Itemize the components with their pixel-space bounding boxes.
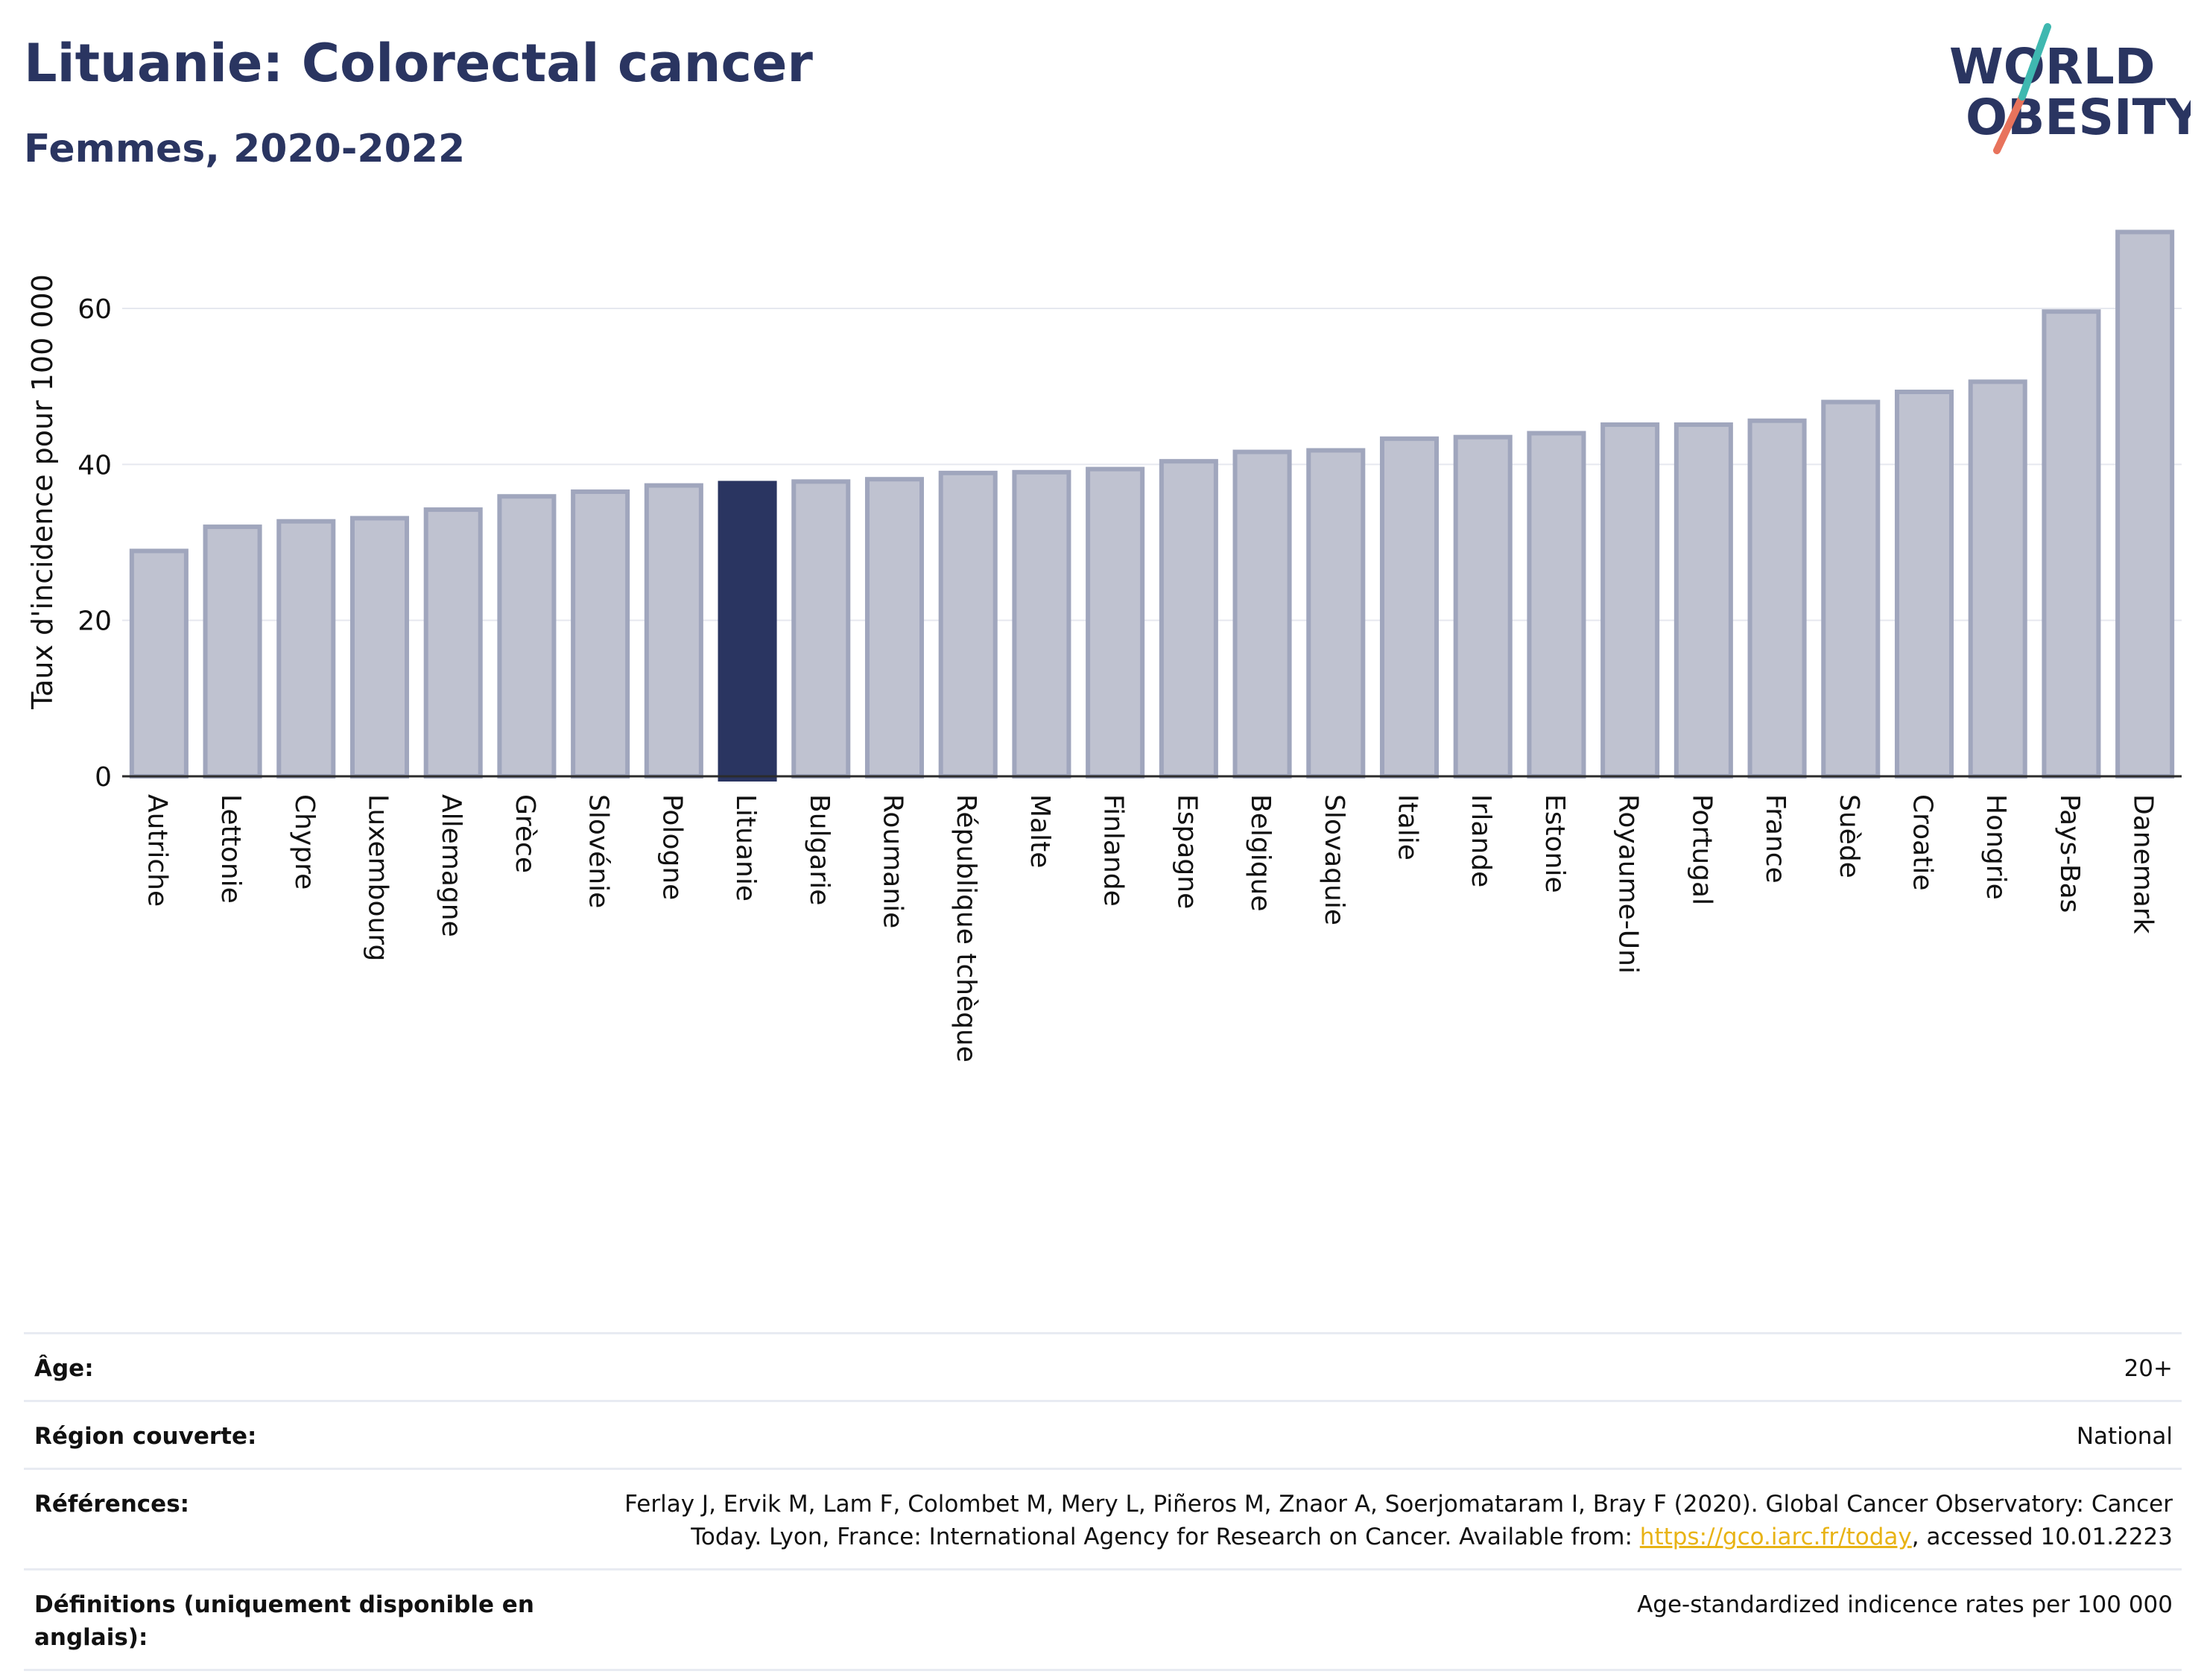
logo-text-world: WORLD — [1949, 38, 2156, 95]
bar-irlande — [1453, 434, 1513, 779]
bar-bulgarie — [791, 479, 851, 779]
references-value: Ferlay J, Ervik M, Lam F, Colombet M, Me… — [624, 1488, 2173, 1553]
x-tick-label: Allemagne — [436, 794, 466, 937]
x-tick-label: Pays-Bas — [2054, 794, 2085, 913]
info-row-age: Âge: 20+ — [24, 1332, 2182, 1400]
chart-title: Lituanie: Colorectal cancer — [24, 33, 813, 94]
x-tick-label: Chypre — [289, 794, 320, 890]
x-tick-label: Autriche — [142, 794, 172, 907]
references-label: Références: — [34, 1491, 190, 1518]
info-table: Âge: 20+ Région couverte: National Référ… — [24, 1332, 2182, 1671]
bar-italie — [1379, 436, 1440, 779]
references-line2-post: , accessed 10.01.2223 — [1911, 1524, 2173, 1550]
x-tick-label: Italie — [1393, 794, 1423, 860]
bar-slov-nie — [571, 489, 630, 779]
bar-pologne — [644, 483, 703, 779]
bar-croatie — [1894, 389, 1954, 779]
chart-subtitle: Femmes, 2020-2022 — [24, 127, 466, 171]
x-tick-label: Suède — [1834, 794, 1864, 878]
bar-r-publique-tch-que — [938, 470, 998, 779]
definitions-value: Age-standardized indicence rates per 100… — [1637, 1591, 2173, 1618]
x-tick-label: Hongrie — [1980, 794, 2011, 900]
bar-roumanie — [864, 477, 925, 779]
x-tick-label: Finlande — [1098, 794, 1129, 907]
bar-lituanie — [718, 481, 777, 782]
x-tick-label: Pologne — [656, 794, 687, 900]
x-tick-label: Portugal — [1686, 794, 1717, 905]
x-tick-labels: Autriche Lettonie Chypre Luxembourg Allemagn… — [142, 794, 2158, 1062]
x-tick-label: Slovaquie — [1319, 794, 1349, 925]
y-tick-label: 40 — [77, 450, 112, 481]
x-tick-label: Irlande — [1466, 794, 1496, 887]
region-value: National — [2076, 1423, 2173, 1450]
x-tick-label: Luxembourg — [363, 794, 393, 961]
bar-royaume-uni — [1600, 422, 1660, 779]
bar-portugal — [1673, 422, 1733, 779]
x-tick-label: Malte — [1025, 794, 1055, 868]
bar-luxembourg — [349, 516, 410, 779]
age-value: 20+ — [2124, 1355, 2173, 1382]
bar-autriche — [129, 548, 189, 779]
y-tick-labels: 0 20 40 60 — [77, 294, 112, 793]
bar-espagne — [1159, 459, 1218, 779]
info-row-definitions: Définitions (uniquement disponible en an… — [24, 1568, 2182, 1671]
y-axis-label: Taux d'incidence pour 100 000 — [26, 274, 59, 710]
bar-france — [1747, 418, 1807, 779]
x-tick-label: Croatie — [1907, 794, 1938, 891]
x-tick-label: Danemark — [2128, 794, 2159, 934]
bar-finlande — [1086, 466, 1145, 779]
x-tick-label: Grèce — [510, 794, 540, 873]
bar-gr-ce — [497, 494, 557, 779]
info-row-region: Région couverte: National — [24, 1400, 2182, 1468]
bar-chart: 0 20 40 60 Autriche Lettonie Chypre Luxembourg… — [26, 229, 2182, 1062]
age-label: Âge: — [34, 1355, 94, 1382]
bar-estonie — [1527, 431, 1586, 779]
bar-danemark — [2115, 229, 2175, 779]
x-tick-label: Estonie — [1539, 794, 1570, 893]
x-tick-label: Espagne — [1171, 794, 1202, 909]
x-tick-label: Lettonie — [215, 794, 246, 904]
definitions-label: Définitions (uniquement disponible en an… — [34, 1591, 534, 1651]
bar-hongrie — [1968, 379, 2027, 779]
x-tick-label: France — [1760, 794, 1790, 884]
bar-lettonie — [203, 524, 262, 779]
info-row-references: Références: Ferlay J, Ervik M, Lam F, Co… — [24, 1468, 2182, 1568]
world-obesity-logo: WORLD OBESITY — [1949, 23, 2191, 154]
references-line1: Ferlay J, Ervik M, Lam F, Colombet M, Me… — [624, 1491, 2173, 1518]
bar-malte — [1012, 469, 1071, 779]
y-tick-label: 60 — [77, 294, 112, 325]
x-tick-label: Slovénie — [583, 794, 614, 908]
bar-su-de — [1821, 399, 1881, 779]
x-tick-label: Roumanie — [878, 794, 908, 928]
bars — [129, 229, 2175, 782]
x-tick-label: Royaume-Uni — [1613, 794, 1644, 974]
bar-slovaquie — [1306, 448, 1366, 779]
bar-allemagne — [423, 507, 483, 779]
bar-belgique — [1232, 449, 1292, 779]
bar-pays-bas — [2042, 309, 2101, 779]
references-line2-pre: Today. Lyon, France: International Agenc… — [691, 1524, 1640, 1550]
x-tick-label: Belgique — [1245, 794, 1276, 912]
x-tick-label: République tchèque — [951, 794, 981, 1062]
y-tick-label: 0 — [95, 762, 112, 793]
y-tick-label: 20 — [77, 606, 112, 637]
x-tick-label: Bulgarie — [804, 794, 835, 905]
bar-chypre — [276, 519, 336, 779]
x-tick-label: Lituanie — [730, 794, 761, 901]
references-link[interactable]: https://gco.iarc.fr/today — [1639, 1524, 1912, 1550]
region-label: Région couverte: — [34, 1423, 257, 1450]
